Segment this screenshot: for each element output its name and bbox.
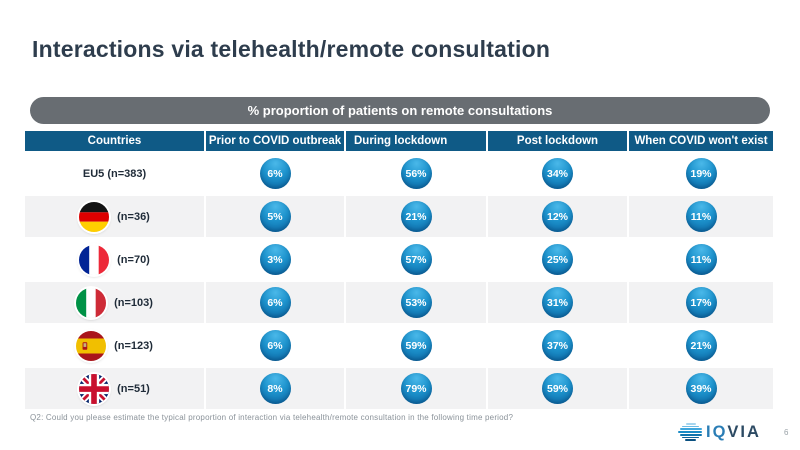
value-cell: 59% xyxy=(346,325,488,368)
value-cell: 59% xyxy=(488,368,629,411)
value-cell: 8% xyxy=(206,368,346,411)
value-cell: 31% xyxy=(488,282,629,325)
footnote: Q2: Could you please estimate the typica… xyxy=(30,413,514,422)
value-bubble: 59% xyxy=(400,330,432,361)
value-bubble: 6% xyxy=(259,158,291,189)
value-bubble: 25% xyxy=(542,244,573,275)
country-label: (n=36) xyxy=(117,210,150,223)
column-header: When COVID won't exist xyxy=(629,131,773,153)
value-cell: 5% xyxy=(206,196,346,239)
france-flag-icon xyxy=(79,244,110,275)
value-bubble: 19% xyxy=(685,158,717,189)
value-bubble: 12% xyxy=(542,201,573,232)
country-label: EU5 (n=383) xyxy=(82,167,147,180)
value-cell: 56% xyxy=(346,153,488,196)
column-header: During lockdown xyxy=(346,131,488,153)
country-label: (n=123) xyxy=(114,339,153,352)
value-cell: 21% xyxy=(629,325,773,368)
data-table: Countries Prior to COVID outbreak During l… xyxy=(25,131,773,411)
value-bubble: 56% xyxy=(400,158,432,189)
italy-flag-icon xyxy=(76,287,107,318)
country-cell: (n=36) xyxy=(25,196,206,239)
iqvia-logo: IQVIA xyxy=(678,422,761,442)
spain-flag-icon xyxy=(76,330,107,361)
country-cell: (n=51) xyxy=(25,368,206,411)
value-bubble: 17% xyxy=(685,287,717,318)
value-cell: 39% xyxy=(629,368,773,411)
iqvia-bars-icon xyxy=(678,422,702,442)
value-cell: 6% xyxy=(206,282,346,325)
value-cell: 19% xyxy=(629,153,773,196)
value-cell: 25% xyxy=(488,239,629,282)
value-cell: 12% xyxy=(488,196,629,239)
column-header: Countries xyxy=(25,131,206,153)
value-cell: 21% xyxy=(346,196,488,239)
column-header: Prior to COVID outbreak xyxy=(206,131,346,153)
value-bubble: 6% xyxy=(259,330,291,361)
value-bubble: 37% xyxy=(542,330,573,361)
value-cell: 37% xyxy=(488,325,629,368)
logo-text-via: VIA xyxy=(727,423,761,441)
value-bubble: 31% xyxy=(542,287,573,318)
country-cell: (n=123) xyxy=(25,325,206,368)
country-cell: (n=103) xyxy=(25,282,206,325)
value-cell: 11% xyxy=(629,196,773,239)
country-cell: (n=70) xyxy=(25,239,206,282)
value-bubble: 8% xyxy=(259,373,291,404)
value-bubble: 79% xyxy=(400,373,432,404)
country-label: (n=51) xyxy=(117,382,150,395)
value-bubble: 59% xyxy=(542,373,573,404)
value-bubble: 5% xyxy=(259,201,291,232)
country-label: (n=103) xyxy=(114,296,153,309)
value-cell: 3% xyxy=(206,239,346,282)
value-cell: 6% xyxy=(206,153,346,196)
value-bubble: 34% xyxy=(542,158,573,189)
value-bubble: 11% xyxy=(685,201,717,232)
value-bubble: 21% xyxy=(400,201,432,232)
country-cell: EU5 (n=383) xyxy=(25,153,206,196)
value-cell: 53% xyxy=(346,282,488,325)
column-header: Post lockdown xyxy=(488,131,629,153)
value-bubble: 11% xyxy=(685,244,717,275)
germany-flag-icon xyxy=(79,201,110,232)
value-bubble: 6% xyxy=(259,287,291,318)
value-bubble: 57% xyxy=(400,244,432,275)
page-number: 6 xyxy=(784,428,789,437)
value-bubble: 3% xyxy=(259,244,291,275)
value-cell: 57% xyxy=(346,239,488,282)
value-cell: 34% xyxy=(488,153,629,196)
value-cell: 17% xyxy=(629,282,773,325)
value-bubble: 21% xyxy=(685,330,717,361)
value-cell: 11% xyxy=(629,239,773,282)
logo-text-iq: IQ xyxy=(706,423,728,441)
uk-flag-icon xyxy=(79,374,109,404)
slide-title: Interactions via telehealth/remote consu… xyxy=(32,36,551,62)
value-bubble: 39% xyxy=(685,373,717,404)
banner-pill: % proportion of patients on remote consu… xyxy=(30,97,770,124)
iqvia-logo-text: IQVIA xyxy=(706,423,761,441)
country-label: (n=70) xyxy=(117,253,150,266)
value-bubble: 53% xyxy=(400,287,432,318)
value-cell: 79% xyxy=(346,368,488,411)
value-cell: 6% xyxy=(206,325,346,368)
